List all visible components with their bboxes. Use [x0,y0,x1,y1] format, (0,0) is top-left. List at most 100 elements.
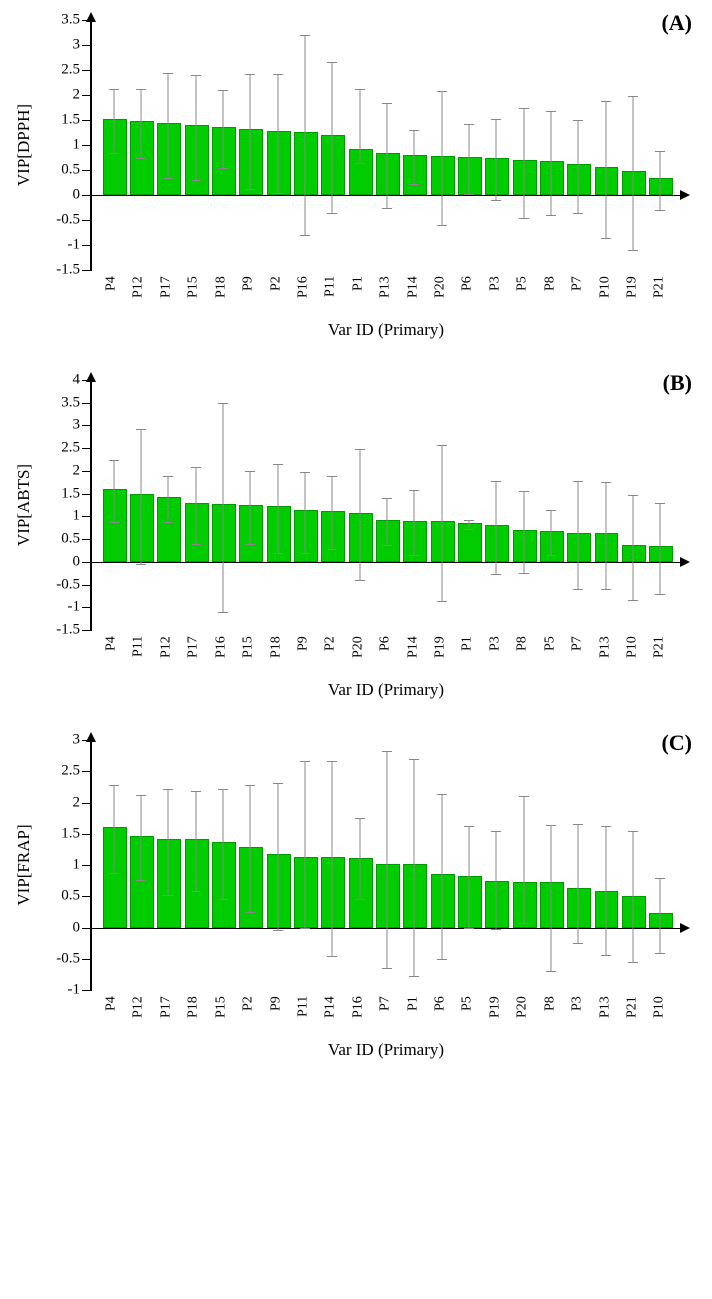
error-cap [409,555,419,556]
error-bar [168,789,169,895]
x-tick-label: P15 [235,636,262,676]
error-cap [163,522,173,523]
plot-area: -1-0.500.511.522.53 [90,740,682,990]
error-cap [628,962,638,963]
x-tick-label: P8 [537,996,564,1036]
error-bar [605,482,606,589]
error-bar [414,759,415,977]
bar [431,156,455,195]
error-cap [300,553,310,554]
x-tick-label: P20 [427,276,454,316]
y-tick-label: 2 [73,794,81,811]
error-cap [191,891,201,892]
x-tick-label: P10 [619,636,646,676]
error-bar [222,789,223,899]
bar [622,545,646,562]
error-cap [163,789,173,790]
bar [212,127,236,195]
bar-slot [565,380,592,630]
error-bar [168,73,169,178]
error-cap [245,471,255,472]
error-bar [113,89,114,153]
bar-slot [647,380,674,630]
x-tick-label: P19 [619,276,646,316]
error-cap [655,210,665,211]
y-tick [82,494,92,495]
bar [321,135,345,195]
bar-slot [127,380,154,630]
bar-slot [237,380,264,630]
error-cap [191,180,201,181]
bar-slot [209,740,236,990]
bar [239,129,263,195]
x-tick-label: P7 [564,636,591,676]
error-cap [163,476,173,477]
bar-slot [373,740,400,990]
y-tick-label: 0 [73,187,81,204]
x-tick-label: P2 [263,276,290,316]
error-cap [245,912,255,913]
error-bar [332,761,333,956]
y-tick-label: -0.5 [56,212,80,229]
bar-slot [209,380,236,630]
error-bar [496,481,497,574]
y-tick [82,120,92,121]
error-bar [250,74,251,189]
x-tick-label: P17 [153,276,180,316]
bar-slot [537,740,564,990]
bar-slot [100,740,127,990]
bar [458,876,482,928]
error-cap [191,75,201,76]
y-tick [82,896,92,897]
bar-slot [264,380,291,630]
y-tick-label: 0 [73,919,81,936]
panel-b: (B)VIP[ABTS]-1.5-1-0.500.511.522.533.54P… [10,380,702,700]
error-bar [168,476,169,521]
y-tick [82,607,92,608]
x-tick-label: P12 [153,636,180,676]
y-tick-label: 0.5 [61,162,80,179]
y-tick-label: 2.5 [61,62,80,79]
error-cap [546,555,556,556]
error-bar [277,74,278,193]
error-cap [327,549,337,550]
bar-slot [510,20,537,270]
error-bar [605,826,606,955]
error-cap [437,959,447,960]
error-cap [628,831,638,832]
error-bar [550,111,551,215]
y-tick [82,425,92,426]
y-tick [82,220,92,221]
bar-slot [373,380,400,630]
error-cap [546,111,556,112]
bar-slot [237,740,264,990]
error-cap [300,472,310,473]
error-cap [464,520,474,521]
error-cap [519,491,529,492]
panel-a: (A)VIP[DPPH]-1.5-1-0.500.511.522.533.5P4… [10,20,702,340]
y-axis-title: VIP[FRAP] [14,824,34,905]
x-tick-label: P16 [290,276,317,316]
bar [431,874,455,927]
error-cap [655,503,665,504]
x-axis-title: Var ID (Primary) [90,320,682,340]
bar [540,161,564,195]
error-bar [523,108,524,218]
error-bar [578,481,579,589]
bar [513,530,537,562]
x-tick-label: P9 [263,996,290,1036]
x-tick-label: P9 [235,276,262,316]
bar [403,864,427,927]
bar [130,836,154,928]
error-cap [409,490,419,491]
error-cap [136,880,146,881]
error-bar [605,101,606,238]
error-cap [491,831,501,832]
y-tick-label: 1.5 [61,485,80,502]
error-cap [655,953,665,954]
error-cap [355,163,365,164]
error-bar [468,826,469,927]
y-tick-label: 0.5 [61,888,80,905]
error-cap [218,403,228,404]
x-tick-label: P16 [345,996,372,1036]
